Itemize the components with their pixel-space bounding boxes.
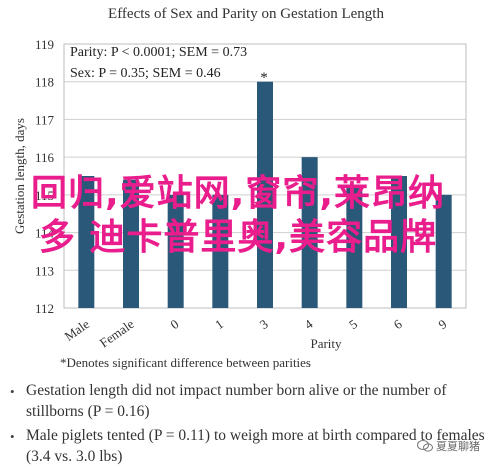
y-tick-label: 112 xyxy=(35,301,54,316)
watermark-text: 夏夏聊猪 xyxy=(436,440,480,453)
bar xyxy=(301,157,318,308)
bullet-list: • Gestation length did not impact number… xyxy=(10,368,488,467)
y-tick-label: 115 xyxy=(35,188,54,203)
bar xyxy=(391,176,407,308)
x-tick-label: 0 xyxy=(167,316,181,332)
footnote: *Denotes significant difference between … xyxy=(60,355,311,370)
y-axis-label: Gestation length, days xyxy=(12,118,27,234)
bar xyxy=(346,187,363,308)
bars xyxy=(78,81,452,308)
y-tick-label: 114 xyxy=(35,226,55,241)
x-tick-label: 4 xyxy=(301,316,315,332)
x-tick-labels: Male Female 0 1 3 4 5 6 9 xyxy=(62,316,450,351)
bullet-item: • Gestation length did not impact number… xyxy=(10,380,488,422)
chart-title: Effects of Sex and Parity on Gestation L… xyxy=(108,6,384,22)
x-tick-label: 1 xyxy=(212,316,226,332)
stat-annotation-sex: Sex: P = 0.35; SEM = 0.46 xyxy=(70,66,221,81)
bullet-dot-icon: • xyxy=(10,429,15,444)
y-tick-label: 118 xyxy=(35,75,54,90)
y-tick-label: 117 xyxy=(35,112,55,127)
bullet-text: Male piglets tented (P = 0.11) to weigh … xyxy=(26,427,485,465)
y-tick-labels: 112 113 114 115 116 117 118 119 xyxy=(35,37,55,316)
x-tick-label: 6 xyxy=(391,316,405,332)
bullet-text: Gestation length did not impact number b… xyxy=(26,382,447,420)
y-tick-label: 113 xyxy=(35,263,54,278)
bar xyxy=(435,194,452,308)
x-tick-label: 3 xyxy=(257,316,271,332)
significance-star: * xyxy=(260,70,268,86)
x-tick-label: 9 xyxy=(435,316,449,332)
bar xyxy=(123,179,139,308)
y-tick-label: 119 xyxy=(35,37,54,52)
x-axis-label: Parity xyxy=(310,336,342,351)
x-tick-label: Female xyxy=(97,316,137,350)
bullet-item: • Male piglets tented (P = 0.11) to weig… xyxy=(10,425,488,467)
watermark: 夏夏聊猪 xyxy=(417,438,480,454)
y-tick-label: 116 xyxy=(35,150,55,165)
bar xyxy=(257,81,273,308)
wechat-icon xyxy=(417,440,433,452)
bullet-dot-icon: • xyxy=(10,384,15,399)
overlay-text: 回归,爱站网,窗帘,莱昂纳多 迪卡普里奥,美容品牌 xyxy=(30,173,446,258)
bar xyxy=(212,194,229,308)
bar xyxy=(78,176,95,308)
stat-annotation-parity: Parity: P < 0.0001; SEM = 0.73 xyxy=(70,45,247,60)
x-tick-label: 5 xyxy=(346,316,360,332)
x-tick-label: Male xyxy=(62,316,93,344)
bar xyxy=(167,194,184,308)
bar-chart: Effects of Sex and Parity on Gestation L… xyxy=(12,6,467,351)
